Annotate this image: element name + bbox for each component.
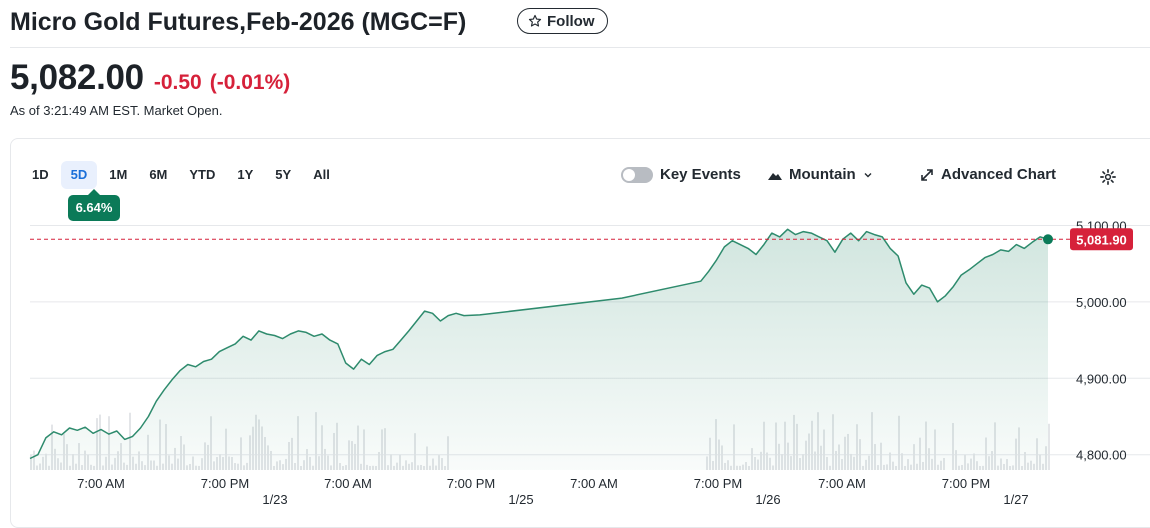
x-date-label: 1/26 (755, 492, 780, 507)
x-tick-label: 7:00 AM (324, 476, 372, 491)
chart-type-dropdown[interactable]: Mountain (768, 166, 873, 183)
range-1m[interactable]: 1M (109, 167, 128, 182)
range-1d[interactable]: 1D (32, 167, 49, 182)
quote-header: Micro Gold Futures,Feb-2026 (MGC=F) Foll… (10, 6, 1150, 48)
price-line (29, 228, 1049, 460)
gear-icon[interactable] (1099, 168, 1117, 186)
range-all[interactable]: All (313, 167, 330, 182)
range-change-badge: 6.64% (68, 189, 120, 221)
current-price: 5,082.00 (10, 58, 144, 97)
x-tick-label: 7:00 PM (447, 476, 495, 491)
follow-button[interactable]: Follow (517, 8, 608, 34)
price-change-percent: (-0.01%) (209, 71, 291, 94)
range-5y[interactable]: 5Y (275, 167, 292, 182)
advanced-chart-label: Advanced Chart (941, 166, 1057, 183)
range-5d[interactable]: 5D (60, 161, 98, 189)
price-area (30, 229, 1048, 470)
x-date-label: 1/23 (262, 492, 287, 507)
y-tick-label: 4,900.00 (1076, 371, 1127, 386)
x-tick-label: 7:00 AM (570, 476, 618, 491)
range-ytd[interactable]: YTD (189, 167, 216, 182)
toggle-switch[interactable] (621, 166, 653, 183)
range-6m[interactable]: 6M (149, 167, 168, 182)
y-tick-label: 5,000.00 (1076, 295, 1127, 310)
current-price-tag (1070, 228, 1133, 251)
volume-bar (1048, 423, 1050, 470)
chart-type-label: Mountain (789, 166, 856, 183)
star-icon (528, 14, 542, 27)
mountain-icon (768, 172, 782, 180)
x-date-label: 1/27 (1003, 492, 1028, 507)
advanced-chart-link[interactable]: Advanced Chart (920, 166, 1056, 183)
current-price-label: 5,081.90 (1076, 232, 1127, 247)
x-tick-label: 7:00 PM (201, 476, 249, 491)
current-price-dot (1043, 234, 1053, 245)
key-events-toggle[interactable]: Key Events (621, 166, 741, 183)
expand-icon (921, 168, 933, 181)
x-date-label: 1/25 (508, 492, 533, 507)
range-1y[interactable]: 1Y (237, 167, 254, 182)
x-tick-label: 7:00 PM (942, 476, 990, 491)
page-title: Micro Gold Futures,Feb-2026 (MGC=F) (10, 8, 467, 36)
key-events-label: Key Events (660, 166, 741, 183)
follow-label: Follow (547, 12, 595, 30)
toggle-knob (623, 168, 635, 181)
price-chart[interactable]: 5,100.005,000.004,900.004,800.00 7:00 AM… (0, 0, 1150, 513)
header-divider (10, 47, 1150, 48)
x-tick-label: 7:00 AM (77, 476, 125, 491)
range-selector: 1D 5D 1M 6M YTD 1Y 5Y All (22, 161, 342, 189)
price-change: -0.50 (153, 71, 202, 94)
y-tick-label: 4,800.00 (1076, 448, 1127, 463)
quote-price-row: 5,082.00 -0.50 (-0.01%) (10, 58, 290, 98)
x-tick-label: 7:00 AM (818, 476, 866, 491)
x-tick-label: 7:00 PM (694, 476, 742, 491)
market-status: As of 3:21:49 AM EST. Market Open. (10, 103, 223, 118)
chevron-down-icon (864, 172, 872, 177)
